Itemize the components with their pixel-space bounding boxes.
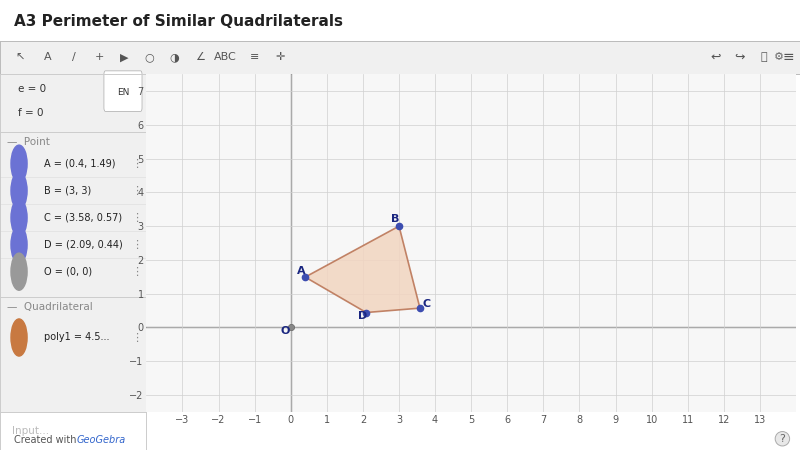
Text: GeoGebra: GeoGebra xyxy=(77,435,126,445)
Text: ⋮: ⋮ xyxy=(130,267,142,277)
Text: B = (3, 3): B = (3, 3) xyxy=(44,186,91,196)
Text: C: C xyxy=(423,299,431,309)
Circle shape xyxy=(11,172,27,209)
Text: ≡: ≡ xyxy=(250,52,259,63)
Text: EN: EN xyxy=(117,88,129,97)
Circle shape xyxy=(11,253,27,290)
Text: A: A xyxy=(298,266,306,276)
Text: Input...: Input... xyxy=(12,426,49,436)
Text: 🔍: 🔍 xyxy=(761,52,767,63)
Text: ⋮: ⋮ xyxy=(130,159,142,169)
Text: A = (0.4, 1.49): A = (0.4, 1.49) xyxy=(44,159,115,169)
Text: ↩: ↩ xyxy=(710,51,722,64)
Text: ?: ? xyxy=(779,434,786,444)
Text: ✛: ✛ xyxy=(275,52,285,63)
Circle shape xyxy=(11,145,27,182)
Text: O = (0, 0): O = (0, 0) xyxy=(44,267,92,277)
Text: O: O xyxy=(281,326,290,336)
Text: e = 0: e = 0 xyxy=(18,85,46,94)
Circle shape xyxy=(11,319,27,356)
Text: ∠: ∠ xyxy=(195,52,205,63)
Text: ≡: ≡ xyxy=(782,50,794,64)
Text: ABC: ABC xyxy=(214,52,237,63)
Text: /: / xyxy=(72,52,75,63)
Text: A3 Perimeter of Similar Quadrilaterals: A3 Perimeter of Similar Quadrilaterals xyxy=(14,14,343,28)
Text: ⋮: ⋮ xyxy=(130,213,142,223)
Text: ⋮: ⋮ xyxy=(130,333,142,342)
Text: Created with: Created with xyxy=(14,435,80,445)
Text: D: D xyxy=(358,311,367,321)
Polygon shape xyxy=(305,226,420,312)
Text: D = (2.09, 0.44): D = (2.09, 0.44) xyxy=(44,240,122,250)
Text: ▶: ▶ xyxy=(120,52,128,63)
Text: A: A xyxy=(44,52,52,63)
Text: poly1 = 4.5...: poly1 = 4.5... xyxy=(44,333,110,342)
FancyBboxPatch shape xyxy=(104,71,142,112)
Text: ○: ○ xyxy=(145,52,154,63)
Text: ↪: ↪ xyxy=(734,51,746,64)
Text: ⋮: ⋮ xyxy=(130,240,142,250)
Circle shape xyxy=(11,226,27,263)
Circle shape xyxy=(11,199,27,236)
Text: B: B xyxy=(391,214,399,224)
Text: —  Quadrilateral: — Quadrilateral xyxy=(7,302,93,312)
Text: ⋮: ⋮ xyxy=(130,186,142,196)
Text: C = (3.58, 0.57): C = (3.58, 0.57) xyxy=(44,213,122,223)
Text: ↖: ↖ xyxy=(15,52,25,63)
Text: ◑: ◑ xyxy=(170,52,179,63)
Text: —  Point: — Point xyxy=(7,137,50,147)
Text: f = 0: f = 0 xyxy=(18,108,43,118)
Text: +: + xyxy=(94,52,104,63)
Text: ⚙: ⚙ xyxy=(774,52,784,63)
